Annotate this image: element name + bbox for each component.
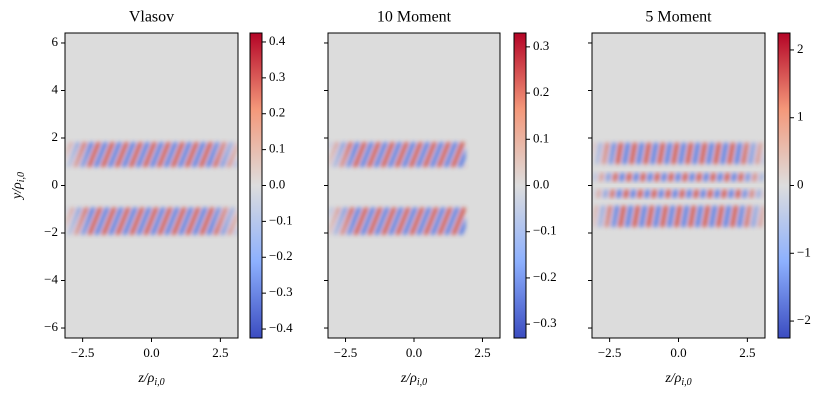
field-background [592, 33, 765, 338]
colorbar-tick-label: 0.1 [533, 130, 549, 145]
field-stripes [65, 142, 238, 168]
colorbar [249, 32, 263, 339]
y-tick-label: −6 [44, 319, 58, 334]
x-axis-label: z/ρi,0 [664, 371, 691, 388]
x-axis-label: z/ρi,0 [400, 371, 427, 388]
colorbar-tick-label: 2 [797, 41, 804, 56]
colorbar-tick-label: −2 [797, 312, 811, 327]
field-stripes [328, 142, 466, 168]
colorbar-tick-label: 0.2 [533, 84, 549, 99]
field-stripes [592, 173, 765, 182]
x-tick-label: −2.5 [71, 345, 95, 360]
field-stripes [328, 207, 466, 235]
x-tick-label: 0.0 [143, 345, 159, 360]
colorbar-tick-label: 0.3 [269, 69, 285, 84]
x-tick-label: 2.5 [212, 345, 228, 360]
x-tick-label: 2.5 [474, 345, 490, 360]
colorbar-tick-label: −0.2 [533, 269, 557, 284]
panel: 10 Moment z/ρi,0 −2.5 0.0 2.5 −0.3 −0.2 −0.1 0.0… [324, 9, 557, 388]
y-tick-label: −4 [44, 271, 58, 286]
x-tick-label: −2.5 [334, 345, 358, 360]
colorbar-tick-label: 0.0 [533, 176, 549, 191]
panel-title: 10 Moment [377, 9, 452, 26]
colorbar [513, 32, 527, 339]
field-stripes [592, 142, 765, 165]
y-axis-label: y/ρi,0 [10, 172, 27, 201]
panel: Vlasov z/ρi,0 y/ρi,0 −2.5 0.0 2.5 −6 −4 −2 0 2 4 6 −0… [10, 9, 293, 389]
x-tick-label: 0.0 [670, 345, 686, 360]
field [328, 142, 466, 235]
field-background [328, 33, 500, 338]
colorbar-tick-label: −0.1 [533, 223, 557, 238]
y-tick-label: 6 [52, 34, 59, 49]
y-tick-label: 4 [52, 81, 59, 96]
colorbar-tick-label: 0.0 [269, 176, 285, 191]
colorbar-tick-label: 0.2 [269, 105, 285, 120]
colorbar-tick-label: 1 [797, 109, 804, 124]
field-stripes [592, 205, 765, 228]
panel-title: 5 Moment [645, 9, 712, 26]
y-tick-label: −2 [44, 224, 58, 239]
colorbar-tick-label: −0.3 [533, 315, 557, 330]
panel-title: Vlasov [129, 9, 174, 26]
field-stripes [592, 189, 765, 198]
colorbar-tick-label: 0.3 [533, 38, 549, 53]
field-background [65, 33, 238, 338]
colorbar-tick-label: −0.1 [269, 212, 293, 227]
colorbar-tick-label: −0.4 [269, 320, 293, 335]
panel: 5 Moment z/ρi,0 −2.5 0.0 2.5 −2 −1 0 1 2 [588, 9, 811, 388]
colorbar-tick-label: 0 [797, 176, 804, 191]
colorbar-tick-label: −1 [797, 244, 811, 259]
field [65, 142, 238, 235]
colorbar-tick-label: −0.3 [269, 284, 293, 299]
x-tick-label: −2.5 [598, 345, 622, 360]
colorbar-tick-label: 0.1 [269, 141, 285, 156]
field-stripes [65, 207, 238, 235]
x-tick-label: 0.0 [406, 345, 422, 360]
y-tick-label: 0 [52, 176, 59, 191]
colorbar-tick-label: 0.4 [269, 33, 286, 48]
y-tick-label: 2 [52, 129, 59, 144]
field [592, 142, 765, 228]
colorbar [777, 32, 791, 339]
x-axis-label: z/ρi,0 [137, 371, 164, 388]
colorbar-tick-label: −0.2 [269, 248, 293, 263]
x-tick-label: 2.5 [739, 345, 755, 360]
